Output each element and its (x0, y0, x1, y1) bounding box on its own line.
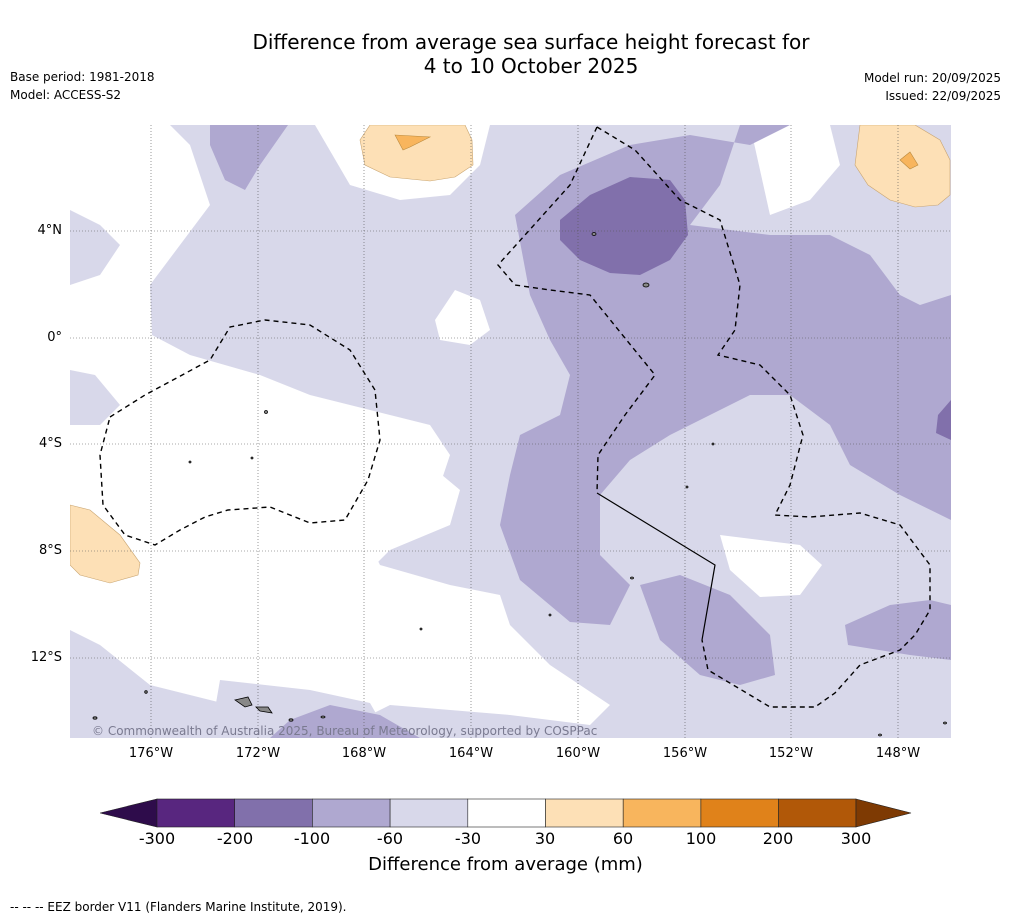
issued-date: Issued: 22/09/2025 (885, 89, 1001, 103)
lon-label-168w: 168°W (341, 746, 387, 761)
colorbar-seg-8 (778, 798, 857, 828)
colorbar-label: Difference from average (mm) (368, 854, 643, 875)
colorbar (100, 798, 912, 828)
colorbar-seg-3 (389, 798, 469, 828)
model-name: Model: ACCESS-S2 (10, 88, 122, 102)
title-line-2: 4 to 10 October 2025 (423, 54, 639, 78)
lat-label-4s: 4°S (38, 436, 62, 451)
copyright-notice: © Commonwealth of Australia 2025, Bureau… (92, 724, 598, 738)
islands (92, 232, 947, 737)
cb-tick-7: 100 (685, 829, 717, 848)
meta-left: Base period: 1981-2018 Model: ACCESS-S2 (10, 68, 155, 104)
lat-label-0: 0° (47, 330, 62, 345)
lon-label-172w: 172°W (235, 746, 281, 761)
eez-legend-note: -- -- -- EEZ border V11 (Flanders Marine… (10, 900, 347, 914)
cb-tick-4: -30 (454, 829, 482, 848)
model-run: Model run: 20/09/2025 (863, 71, 1001, 85)
cb-tick-2: -100 (293, 829, 331, 848)
cb-tick-9: 300 (840, 829, 872, 848)
lon-label-152w: 152°W (768, 746, 814, 761)
colorbar-seg-7 (700, 798, 779, 828)
lat-label-4n: 4°N (37, 223, 63, 238)
lon-label-160w: 160°W (555, 746, 601, 761)
colorbar-under-arrow (100, 798, 158, 828)
graticule (70, 125, 951, 738)
base-period: Base period: 1981-2018 (10, 70, 155, 84)
cb-tick-1: -200 (216, 829, 254, 848)
eez-shared-border (596, 492, 716, 641)
colorbar-seg-2 (312, 798, 391, 828)
cb-tick-5: 30 (534, 829, 556, 848)
colorbar-seg-6 (622, 798, 702, 828)
meta-right: Model run: 20/09/2025 Issued: 22/09/2025 (864, 69, 1001, 105)
lon-label-176w: 176°W (128, 746, 174, 761)
lon-label-156w: 156°W (662, 746, 708, 761)
colorbar-seg-1 (234, 798, 313, 828)
contour-neg-100-200 (560, 177, 688, 275)
lon-label-148w: 148°W (875, 746, 921, 761)
title-line-1: Difference from average sea surface heig… (252, 30, 810, 54)
contour-pos-60-100 (394, 134, 919, 170)
map-title: Difference from average sea surface heig… (0, 30, 1011, 78)
lat-label-8s: 8°S (38, 543, 62, 558)
cb-tick-6: 60 (612, 829, 634, 848)
lat-label-12s: 12°S (30, 650, 62, 665)
contour-neutral-holes (70, 125, 840, 645)
eez-borders (99, 126, 931, 708)
cb-tick-8: 200 (762, 829, 794, 848)
colorbar-seg-5 (545, 798, 624, 828)
cb-tick-3: -60 (376, 829, 404, 848)
sea-height-map (70, 125, 951, 738)
cb-tick-0: -300 (138, 829, 176, 848)
lon-label-164w: 164°W (448, 746, 494, 761)
colorbar-seg-4 (467, 798, 546, 828)
contour-pos-30-60 (70, 125, 951, 584)
colorbar-over-arrow (855, 798, 912, 828)
colorbar-seg-0 (156, 798, 235, 828)
